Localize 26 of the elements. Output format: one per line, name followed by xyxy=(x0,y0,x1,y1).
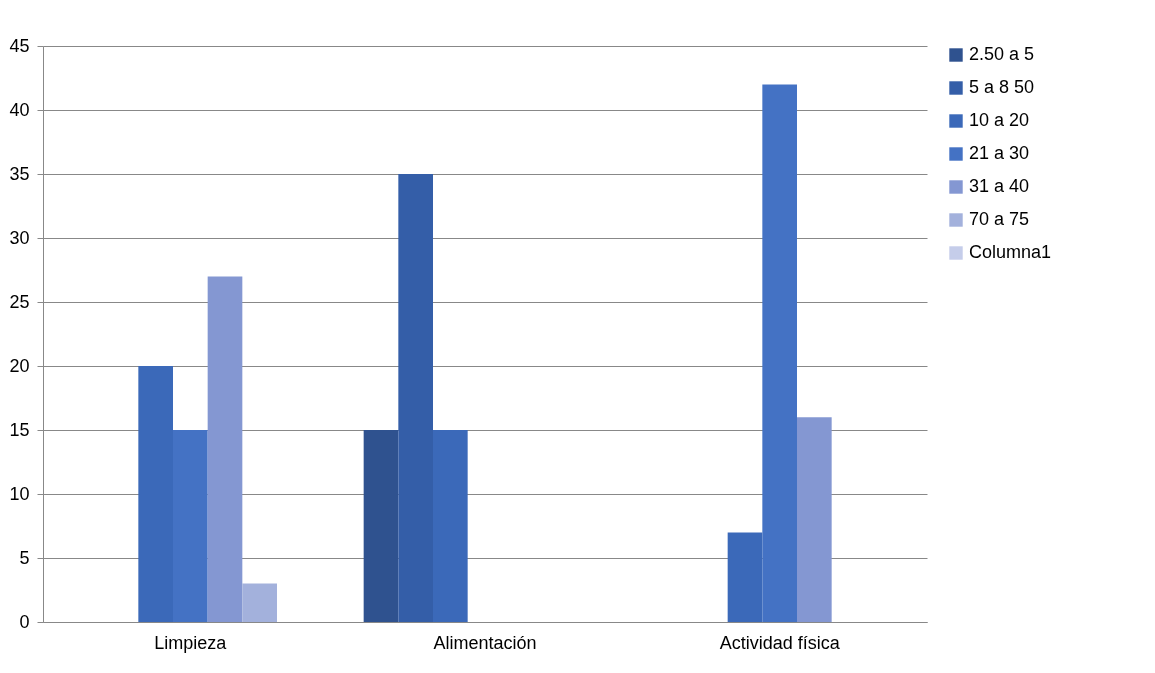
y-tick-label: 0 xyxy=(19,611,30,632)
bar xyxy=(398,174,433,622)
legend-label: 70 a 75 xyxy=(969,209,1030,229)
y-tick-label: 25 xyxy=(9,291,30,312)
x-tick-label: Actividad física xyxy=(719,632,841,653)
legend-label: Columna1 xyxy=(969,242,1052,262)
y-tick-label: 20 xyxy=(9,355,30,376)
y-tick-label: 40 xyxy=(9,99,30,120)
legend-label: 5 a 8 50 xyxy=(969,77,1035,97)
y-tick-label: 45 xyxy=(9,35,30,56)
y-tick-label: 30 xyxy=(9,227,30,248)
legend-label: 10 a 20 xyxy=(969,110,1030,130)
bar xyxy=(242,583,277,622)
legend-label: 2.50 a 5 xyxy=(969,44,1035,64)
y-tick-label: 10 xyxy=(9,483,30,504)
bar xyxy=(363,430,399,622)
legend-label: 31 a 40 xyxy=(969,176,1030,196)
bar xyxy=(433,430,468,622)
x-tick-label: Limpieza xyxy=(154,632,228,653)
bar xyxy=(797,417,832,622)
x-tick-label: Alimentación xyxy=(433,632,537,653)
y-tick-label: 5 xyxy=(19,547,30,568)
legend-label: 21 a 30 xyxy=(969,143,1030,163)
y-tick-label: 15 xyxy=(9,419,30,440)
y-tick-label: 35 xyxy=(9,163,30,184)
bar xyxy=(207,276,243,622)
